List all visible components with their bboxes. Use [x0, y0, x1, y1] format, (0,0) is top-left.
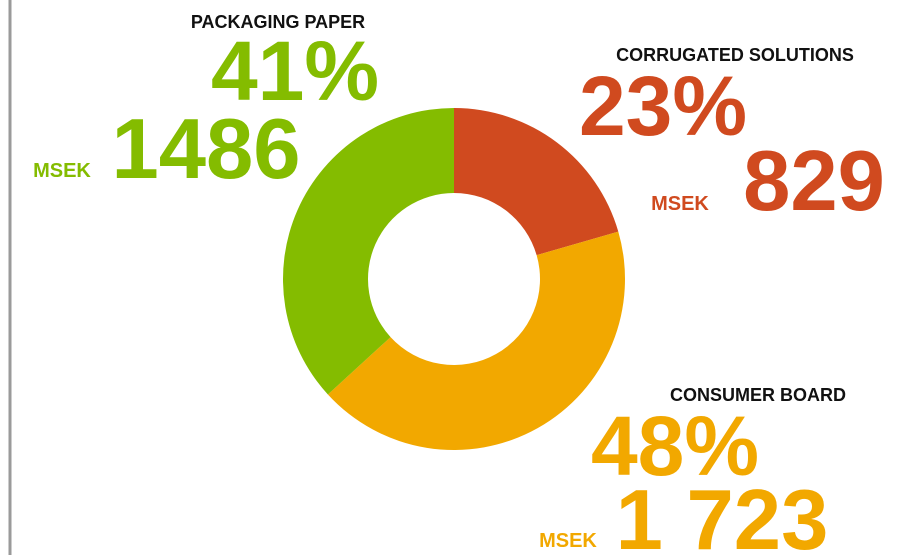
unit-label: MSEK: [651, 193, 709, 215]
segment-name: CORRUGATED SOLUTIONS: [616, 45, 854, 65]
value-label: 829: [743, 134, 885, 229]
segment-name: CONSUMER BOARD: [670, 385, 846, 405]
value-label: 1 723: [616, 473, 829, 555]
donut-slice: [283, 107, 454, 395]
share-label: 23%: [579, 59, 747, 153]
share-label: 41%: [211, 24, 379, 118]
unit-label: MSEK: [539, 530, 597, 552]
donut-slice: [327, 231, 625, 450]
unit-label: MSEK: [33, 160, 91, 182]
donut-slice: [454, 108, 619, 256]
share-label: 48%: [591, 399, 759, 493]
segment-name: PACKAGING PAPER: [191, 12, 365, 32]
value-label: 1486: [111, 102, 300, 197]
